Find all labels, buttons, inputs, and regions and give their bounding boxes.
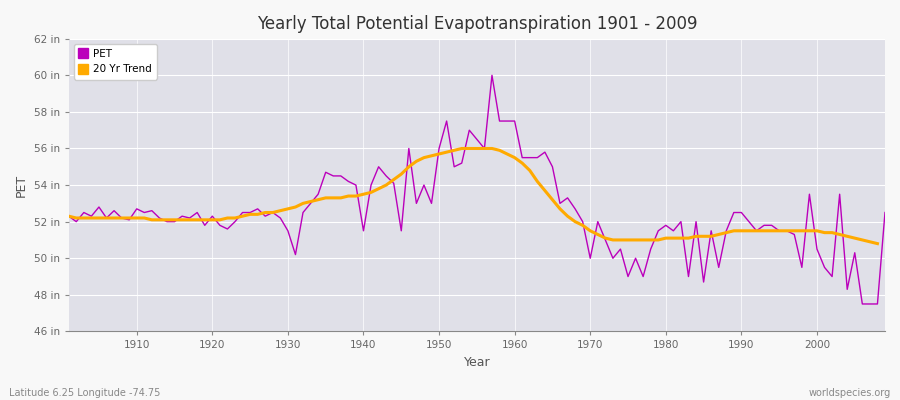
Text: Latitude 6.25 Longitude -74.75: Latitude 6.25 Longitude -74.75 <box>9 388 160 398</box>
Title: Yearly Total Potential Evapotranspiration 1901 - 2009: Yearly Total Potential Evapotranspiratio… <box>256 15 698 33</box>
Text: worldspecies.org: worldspecies.org <box>809 388 891 398</box>
Legend: PET, 20 Yr Trend: PET, 20 Yr Trend <box>74 44 157 80</box>
X-axis label: Year: Year <box>464 356 490 369</box>
Y-axis label: PET: PET <box>15 174 28 197</box>
